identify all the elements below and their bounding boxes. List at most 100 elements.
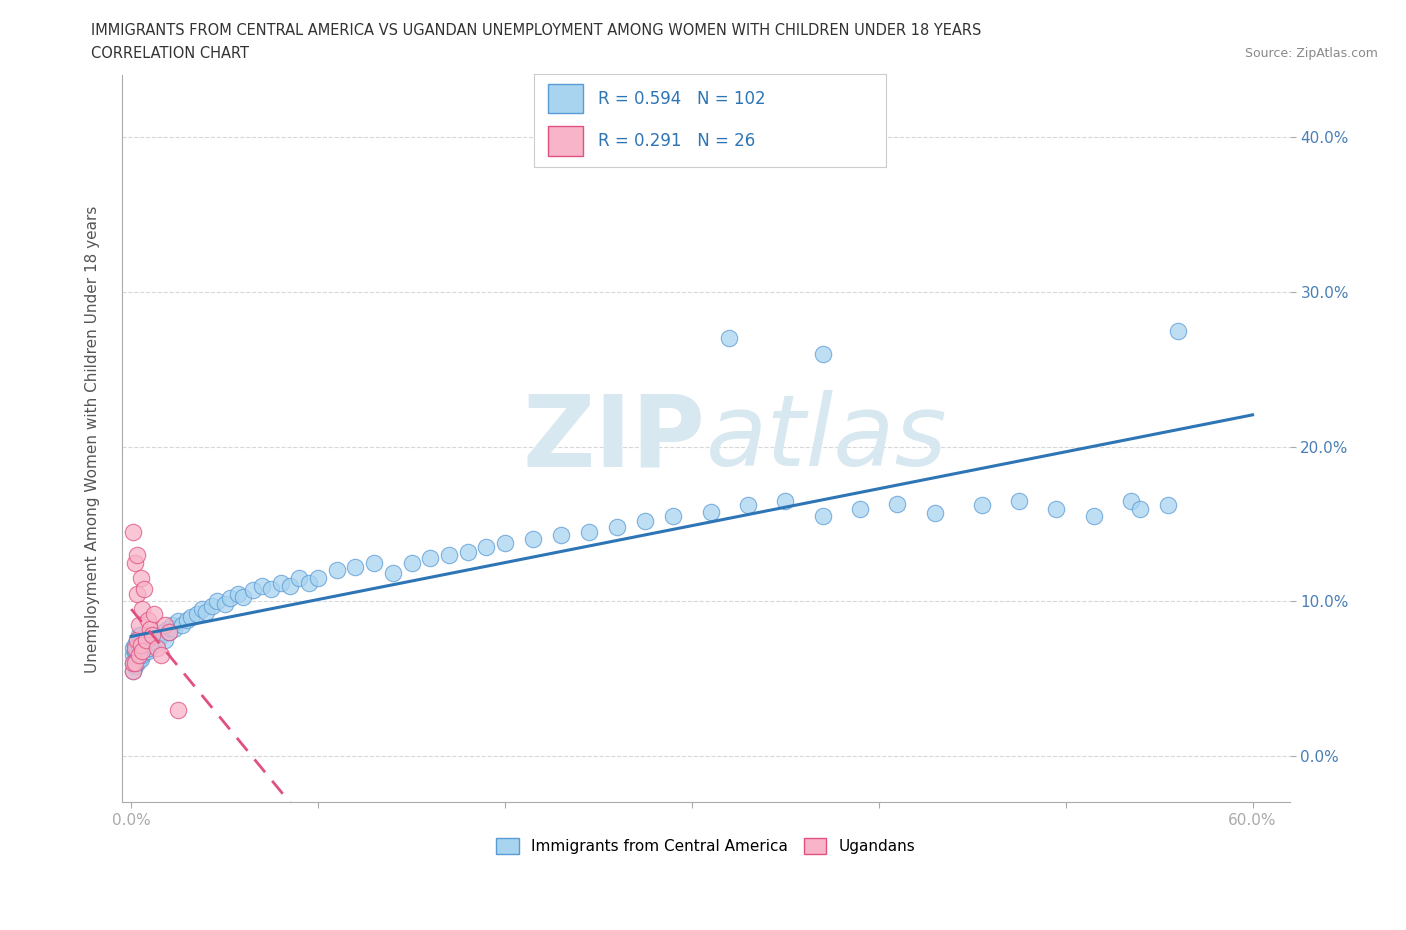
Point [141,630,163,644]
Point [232,590,254,604]
Point [298,576,321,591]
Point [494,535,516,550]
Point [401,555,423,570]
Point [122,663,145,678]
Y-axis label: Unemployment Among Women with Children Under 18 years: Unemployment Among Women with Children U… [86,206,100,672]
Point [634,513,657,528]
Point [139,632,162,647]
Point [180,609,202,624]
Point [970,498,993,512]
Point [606,520,628,535]
Point [194,604,217,619]
Point [153,618,176,632]
Point [125,640,148,655]
Point [134,637,156,652]
Point [124,644,146,658]
Point [775,493,797,508]
Point [167,614,190,629]
Point [131,644,153,658]
Point [128,653,150,668]
Point [1129,501,1152,516]
Point [886,497,908,512]
Point [135,632,157,647]
Point [139,640,162,655]
Point [124,640,146,655]
Text: CORRELATION CHART: CORRELATION CHART [91,46,249,61]
Point [363,555,385,570]
Point [242,583,264,598]
Point [128,628,150,643]
Point [578,525,600,539]
Point [148,631,170,645]
Point [125,644,148,658]
Point [122,656,145,671]
Point [205,594,228,609]
Point [1008,493,1031,508]
Point [1045,501,1067,516]
Point [128,618,150,632]
Point [129,644,152,658]
Legend: Immigrants from Central America, Ugandans: Immigrants from Central America, Ugandan… [491,832,921,860]
Point [142,606,165,621]
Point [1083,509,1105,524]
Point [142,632,165,647]
Point [699,504,721,519]
Point [157,625,180,640]
Point [136,644,159,658]
Point [737,498,759,512]
Point [156,622,179,637]
Point [186,606,208,621]
Point [131,632,153,647]
Point [141,637,163,652]
Point [131,648,153,663]
Point [250,578,273,593]
Point [146,640,169,655]
Point [129,571,152,586]
Text: R = 0.594   N = 102: R = 0.594 N = 102 [598,89,765,108]
Point [136,635,159,650]
Point [550,527,572,542]
Point [125,548,148,563]
Point [157,625,180,640]
Point [125,586,148,601]
Point [811,346,834,361]
Point [159,620,181,635]
Point [136,613,159,628]
Point [122,663,145,678]
Point [200,599,222,614]
Point [475,539,498,554]
Point [214,597,236,612]
Point [131,640,153,655]
Point [260,581,283,596]
Point [129,635,152,650]
Point [849,501,872,516]
FancyBboxPatch shape [548,126,583,156]
Point [163,622,186,637]
Point [128,648,150,663]
Point [419,551,441,565]
Point [128,637,150,652]
Point [124,644,146,659]
Point [457,544,479,559]
Point [718,331,741,346]
Point [1167,324,1189,339]
Point [122,640,145,655]
Point [125,632,148,647]
Point [162,618,184,632]
Point [139,622,162,637]
Point [131,602,153,617]
Point [124,658,146,673]
Point [278,578,301,593]
Point [1157,498,1180,512]
Point [124,656,146,671]
Point [437,548,460,563]
Point [270,576,292,591]
Point [1119,493,1142,508]
Point [924,506,946,521]
Text: Source: ZipAtlas.com: Source: ZipAtlas.com [1244,46,1378,60]
Point [122,656,145,671]
Point [128,644,150,659]
Point [152,625,174,640]
Point [145,628,167,643]
Point [135,632,157,647]
